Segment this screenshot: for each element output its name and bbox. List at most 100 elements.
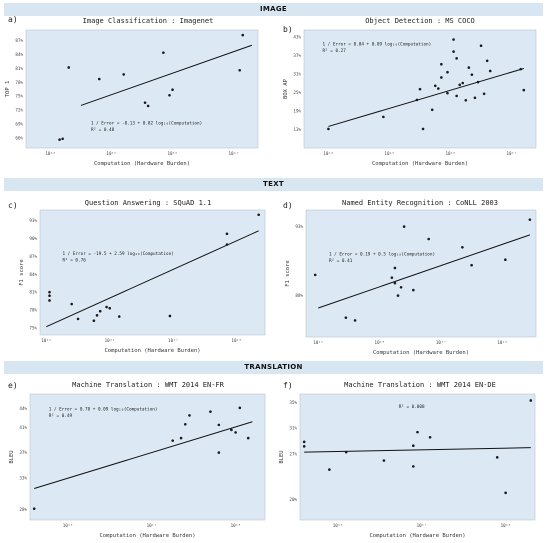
y-axis-label: BLEU <box>9 450 15 463</box>
data-point <box>470 73 474 76</box>
y-tick-label: 78% <box>15 80 23 85</box>
data-point <box>415 98 419 102</box>
x-tick-label: 10¹⁴ <box>45 151 55 156</box>
y-tick-label: 90% <box>29 236 37 241</box>
data-point <box>238 68 241 72</box>
y-tick-label: 69% <box>15 121 23 126</box>
data-point <box>48 299 51 302</box>
y-tick-label: 28% <box>19 507 27 512</box>
data-point <box>421 127 425 131</box>
data-point <box>461 245 464 249</box>
x-tick-label: 10¹⁵ <box>106 151 116 156</box>
x-tick-label: 10¹⁸ <box>231 523 241 528</box>
y-tick-label: 88% <box>295 293 303 298</box>
y-tick-label: 93% <box>29 218 37 223</box>
y-tick-label: 87% <box>15 38 23 43</box>
data-point <box>430 108 434 112</box>
data-point <box>529 399 533 402</box>
data-point <box>418 87 422 91</box>
data-point <box>528 218 532 221</box>
y-axis-label: BOX AP <box>283 78 289 99</box>
x-tick-label: 10¹⁵ <box>313 340 323 345</box>
fit-annotation: 1 / Error = -0.13 + 0.82 log₁₀(Computati… <box>91 120 202 126</box>
data-point <box>58 138 61 141</box>
x-tick-label: 10¹⁶ <box>445 151 455 156</box>
chart-title: Machine Translation : WMT 2014 EN-FR <box>72 381 225 389</box>
fit-annotation: 1 / Error = -19.5 + 2.59 log₁₀(Computati… <box>63 251 174 257</box>
data-point <box>302 440 306 444</box>
y-tick-label: 33% <box>19 475 27 480</box>
data-point <box>446 70 449 74</box>
y-tick-label: 78% <box>29 308 37 313</box>
fit-line <box>304 447 531 453</box>
data-point <box>32 507 36 510</box>
x-tick-label: 10¹⁷ <box>436 340 446 345</box>
data-point <box>522 88 526 92</box>
fit-annotation: R² = 0.48 <box>91 127 115 133</box>
data-point <box>440 62 443 66</box>
plot-area <box>29 393 266 521</box>
chart-title: Object Detection : MS COCO <box>365 17 475 25</box>
panel-label: d) <box>283 201 293 210</box>
y-tick-label: 81% <box>29 290 37 295</box>
chart-panel-d: d) Named Entity Recognition : CoNLL 2003 C… <box>283 199 537 356</box>
y-tick-label: 81% <box>15 66 23 71</box>
y-tick-label: 66% <box>15 135 23 140</box>
x-axis-label: Computation (Hardware Burden) <box>104 348 200 354</box>
data-point <box>479 44 483 48</box>
data-point <box>225 243 229 246</box>
data-point <box>234 431 237 434</box>
data-point <box>476 80 480 84</box>
panel-label: b) <box>283 25 293 34</box>
data-point <box>412 465 415 468</box>
data-point <box>412 444 415 447</box>
data-point <box>412 288 415 292</box>
x-tick-label: 10¹⁶ <box>375 340 385 345</box>
data-point <box>440 76 443 79</box>
y-tick-label: 19% <box>293 109 301 114</box>
section-header-text: TEXT <box>4 178 543 191</box>
panel-label: c) <box>8 201 18 210</box>
data-point <box>217 423 221 427</box>
plot-area <box>299 393 536 521</box>
plot-area <box>39 209 266 336</box>
data-point <box>117 315 121 318</box>
data-point <box>455 57 458 60</box>
plot-area <box>25 29 259 149</box>
data-point <box>458 83 461 87</box>
y-tick-label: 43% <box>293 35 301 40</box>
x-tick-label: 10¹⁷ <box>507 151 517 156</box>
y-tick-label: 25% <box>293 90 301 95</box>
y-axis-label: TOP 1 <box>5 81 11 98</box>
y-tick-label: 37% <box>293 53 301 58</box>
y-tick-label: 37% <box>19 450 27 455</box>
data-point <box>467 66 471 69</box>
data-point <box>168 314 172 318</box>
data-point <box>217 451 221 454</box>
data-point <box>76 317 80 321</box>
x-tick-label: 10¹⁶ <box>333 523 343 528</box>
chart-panel-e: e) Machine Translation : WMT 2014 EN-FR Co… <box>8 381 266 539</box>
chart-title: Machine Translation : WMT 2014 EN-DE <box>344 381 496 389</box>
data-point <box>353 319 357 322</box>
fit-line <box>318 234 531 309</box>
data-point <box>452 38 455 41</box>
data-point <box>98 309 102 313</box>
data-point <box>446 91 449 95</box>
data-point <box>428 435 432 439</box>
x-tick-label: 10¹⁸ <box>231 338 241 343</box>
section-header-translation: TRANSLATION <box>4 361 543 374</box>
data-point <box>61 137 64 141</box>
chart-panel-f: f) Machine Translation : WMT 2014 EN-DE Co… <box>279 381 536 539</box>
data-point <box>455 94 458 98</box>
data-point <box>143 101 147 104</box>
y-tick-label: 75% <box>15 94 23 99</box>
y-tick-label: 84% <box>29 272 37 277</box>
data-point <box>427 237 430 241</box>
x-axis-label: Computation (Hardware Burden) <box>369 533 465 539</box>
data-point <box>97 77 101 81</box>
y-tick-label: 93% <box>295 224 303 229</box>
data-point <box>168 93 171 97</box>
x-tick-label: 10¹⁶ <box>63 523 73 528</box>
